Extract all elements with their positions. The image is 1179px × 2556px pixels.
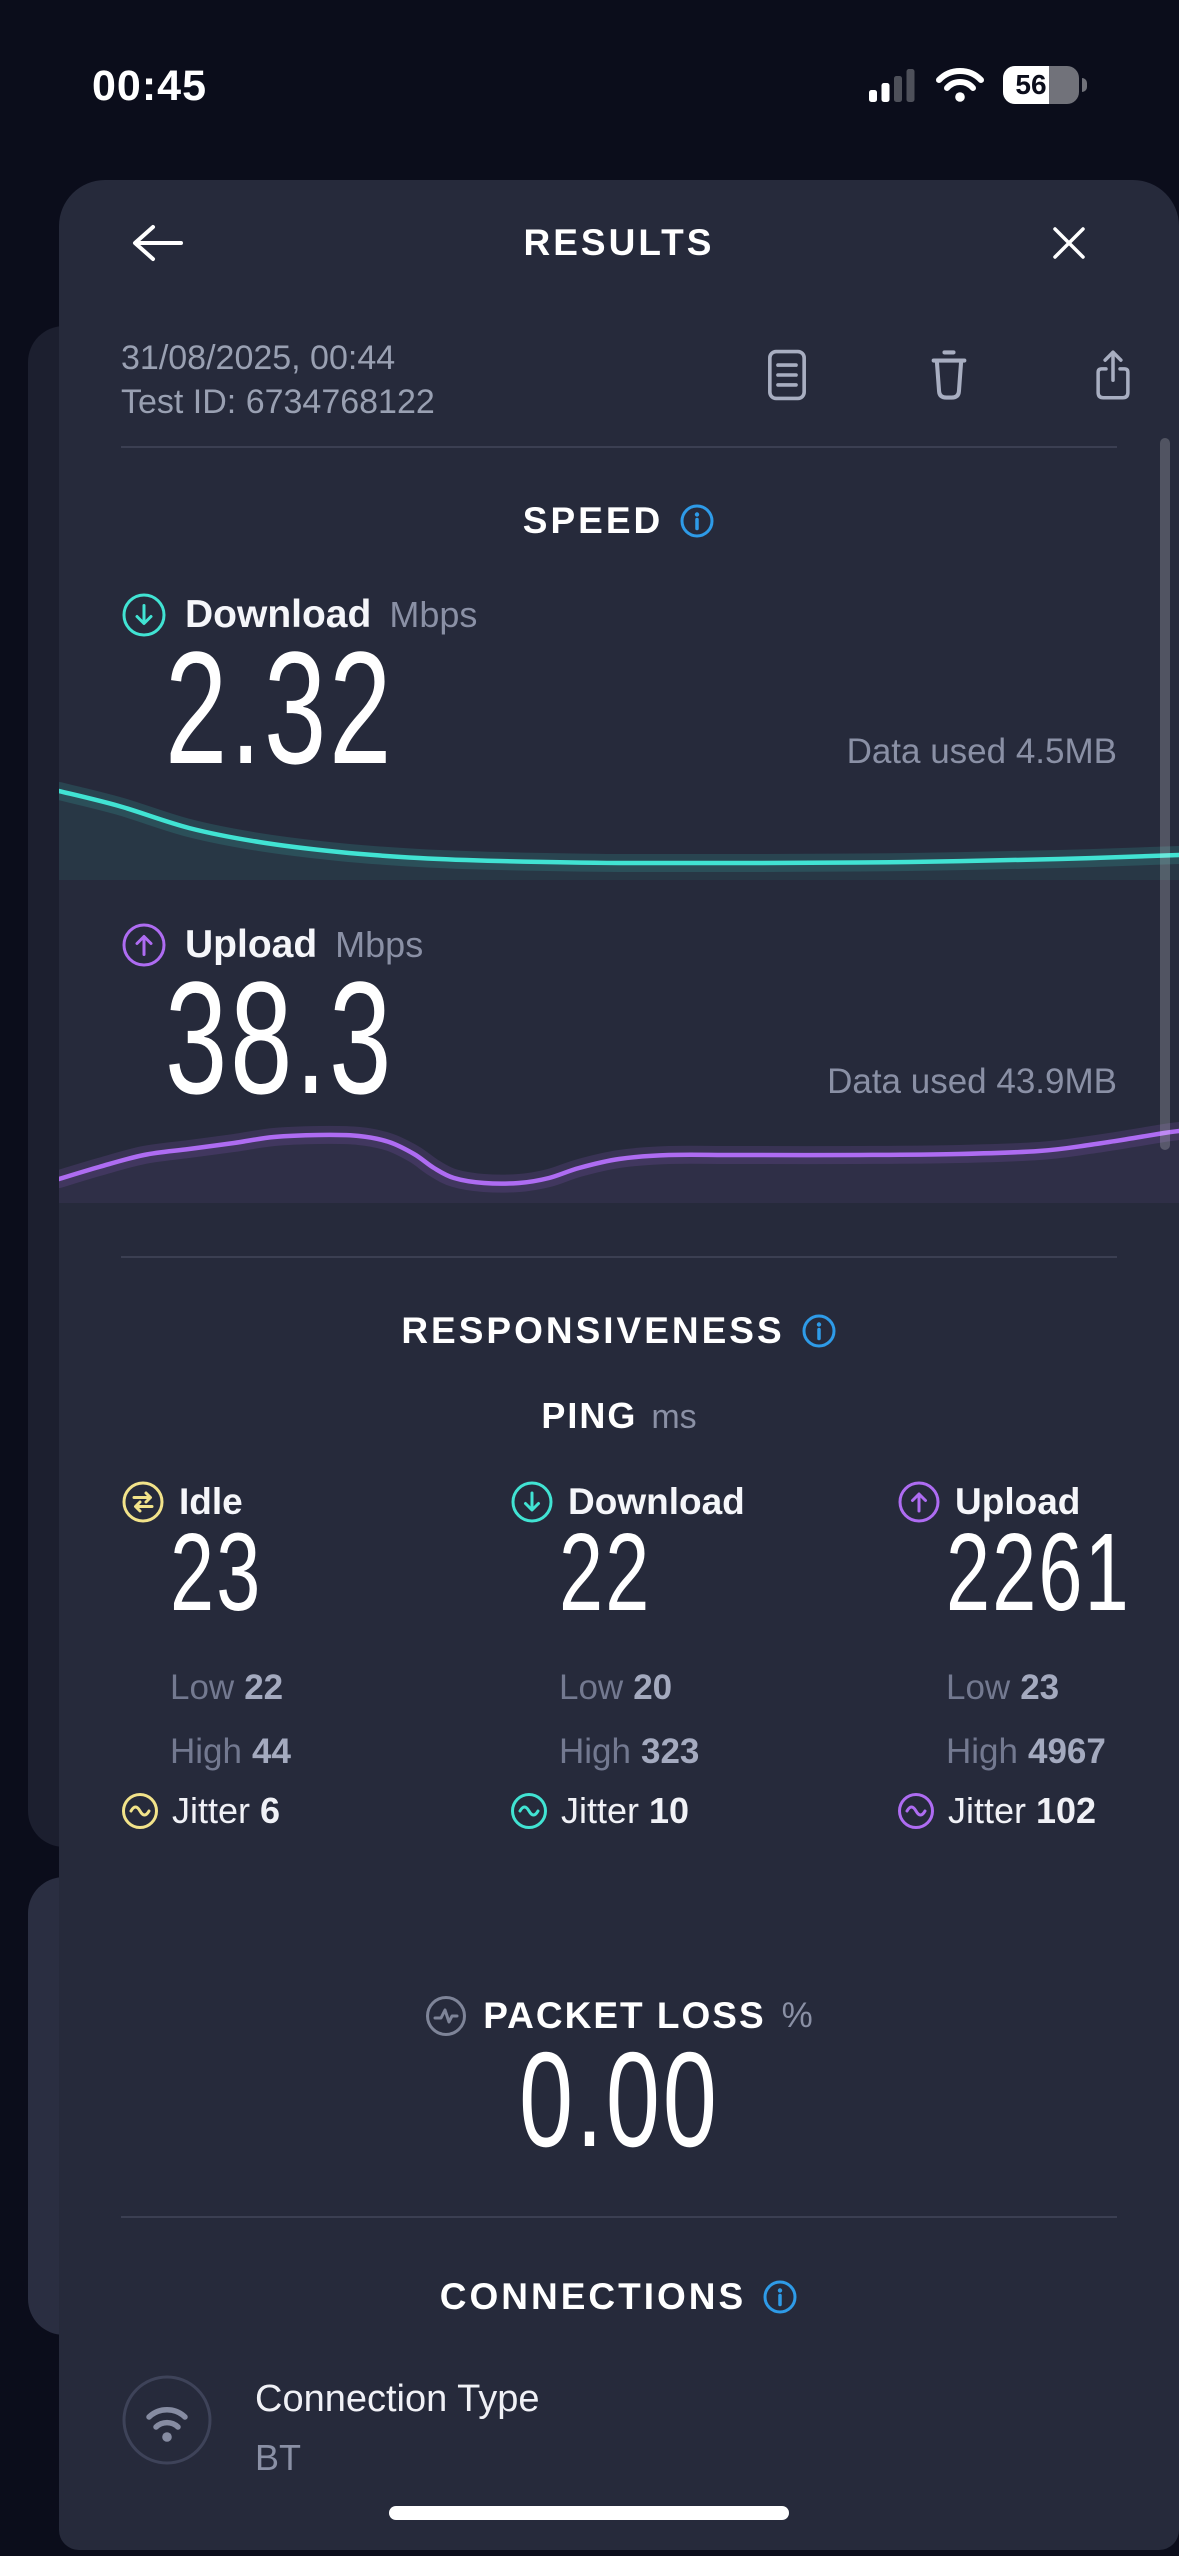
- jitter-icon: [511, 1793, 547, 1829]
- upload-value: 38.3: [165, 948, 395, 1127]
- packet-loss-unit: %: [781, 1996, 813, 2035]
- connection-type-value: BT: [255, 2437, 302, 2478]
- download-arrow-icon: [122, 593, 166, 637]
- battery-icon: 56: [1003, 66, 1087, 104]
- ping-label: PING: [541, 1395, 638, 1436]
- idle-low-value: 22: [244, 1668, 284, 1707]
- download-high-value: 323: [640, 1732, 700, 1771]
- upload-high-value: 4967: [1027, 1732, 1106, 1771]
- ping-column-upload: Upload 2261 Low 23 High 4967 Jitter 102: [897, 1480, 1179, 1850]
- jitter-label: Jitter: [172, 1790, 251, 1831]
- upload-jitter-value: 102: [1036, 1790, 1097, 1831]
- battery-cap: [1082, 78, 1087, 92]
- download-jitter-value: 10: [649, 1790, 690, 1831]
- divider: [121, 1256, 1117, 1258]
- upload-label: Upload: [185, 923, 318, 966]
- close-icon[interactable]: [1047, 221, 1091, 265]
- packet-loss-label: PACKET LOSS: [483, 1995, 766, 2036]
- low-label: Low: [170, 1668, 235, 1707]
- results-sheet: RESULTS 31/08/2025, 00:44 Test ID: 67347…: [59, 180, 1179, 2550]
- ping-header: PING ms: [59, 1395, 1179, 1437]
- status-bar-time: 00:45: [92, 62, 207, 110]
- upload-arrow-icon: [898, 1481, 940, 1523]
- high-label: High: [559, 1732, 631, 1771]
- wifi-connection-icon: [122, 2375, 212, 2465]
- low-label: Low: [559, 1668, 624, 1707]
- jitter-label: Jitter: [561, 1790, 640, 1831]
- ping-column-download: Download 22 Low 20 High 323 Jitter 10: [510, 1480, 840, 1850]
- battery-fill: [1003, 66, 1049, 104]
- packet-loss-value: 0.00: [518, 2024, 720, 2175]
- download-chart: [59, 782, 1179, 880]
- low-label: Low: [946, 1668, 1011, 1707]
- home-indicator[interactable]: [389, 2506, 789, 2520]
- jitter-icon: [122, 1793, 158, 1829]
- battery-percent: 56: [1015, 69, 1047, 100]
- upload-metric-header: Upload Mbps: [121, 922, 423, 968]
- idle-label: Idle: [179, 1481, 243, 1522]
- upload-arrow-icon: [122, 923, 166, 967]
- download-data-used: Data used 4.5MB: [846, 732, 1117, 771]
- cellular-signal-icon: [869, 69, 915, 102]
- upload-unit: Mbps: [335, 924, 424, 965]
- download-label: Download: [185, 593, 372, 636]
- test-meta: 31/08/2025, 00:44 Test ID: 6734768122: [121, 336, 435, 424]
- ping-unit: ms: [651, 1398, 697, 1436]
- jitter-icon: [898, 1793, 934, 1829]
- download-value: 2.32: [165, 618, 395, 797]
- wifi-status-icon: [936, 68, 984, 102]
- download-ping-value: 22: [559, 1511, 652, 1634]
- connections-title-text: CONNECTIONS: [439, 2276, 747, 2317]
- jitter-label: Jitter: [948, 1790, 1027, 1831]
- high-label: High: [946, 1732, 1018, 1771]
- connections-info-icon[interactable]: [762, 2279, 798, 2315]
- divider: [121, 446, 1117, 448]
- packet-loss-icon: [426, 1996, 467, 2036]
- responsiveness-title-text: RESPONSIVENESS: [401, 1310, 785, 1351]
- divider: [121, 2216, 1117, 2218]
- test-id: Test ID: 6734768122: [121, 383, 435, 421]
- speed-title-text: SPEED: [522, 500, 664, 541]
- packet-loss-header: PACKET LOSS %: [59, 1995, 1179, 2037]
- scrollbar-thumb[interactable]: [1160, 438, 1170, 1150]
- status-bar-icons: 56: [869, 66, 1087, 104]
- high-label: High: [170, 1732, 242, 1771]
- upload-data-used: Data used 43.9MB: [827, 1062, 1117, 1101]
- share-icon[interactable]: [1085, 347, 1141, 403]
- download-arrow-icon: [511, 1481, 553, 1523]
- upload-ping-label: Upload: [955, 1481, 1081, 1522]
- idle-latency-icon: [122, 1481, 164, 1523]
- connection-type-label: Connection Type: [255, 2378, 540, 2420]
- notes-icon[interactable]: [759, 347, 815, 403]
- back-arrow-button[interactable]: [125, 218, 187, 268]
- page-title: RESULTS: [523, 222, 715, 263]
- idle-ping-value: 23: [170, 1511, 263, 1634]
- idle-high-value: 44: [251, 1732, 291, 1771]
- responsiveness-info-icon[interactable]: [801, 1313, 837, 1349]
- ping-column-idle: Idle 23 Low 22 High 44 Jitter 6: [121, 1480, 451, 1850]
- download-metric-header: Download Mbps: [121, 592, 477, 638]
- download-ping-label: Download: [568, 1481, 745, 1522]
- download-low-value: 20: [633, 1668, 673, 1707]
- connections-section-title: CONNECTIONS: [59, 2276, 1179, 2318]
- upload-ping-value: 2261: [946, 1511, 1131, 1634]
- speed-section-title: SPEED: [59, 500, 1179, 542]
- test-datetime: 31/08/2025, 00:44: [121, 339, 396, 377]
- speed-info-icon[interactable]: [679, 503, 715, 539]
- responsiveness-section-title: RESPONSIVENESS: [59, 1310, 1179, 1352]
- download-unit: Mbps: [389, 594, 478, 635]
- idle-jitter-value: 6: [260, 1790, 281, 1831]
- delete-trash-icon[interactable]: [921, 347, 977, 403]
- upload-low-value: 23: [1020, 1668, 1060, 1707]
- connection-type-row: Connection Type BT: [121, 2374, 540, 2479]
- upload-chart: [59, 1122, 1179, 1203]
